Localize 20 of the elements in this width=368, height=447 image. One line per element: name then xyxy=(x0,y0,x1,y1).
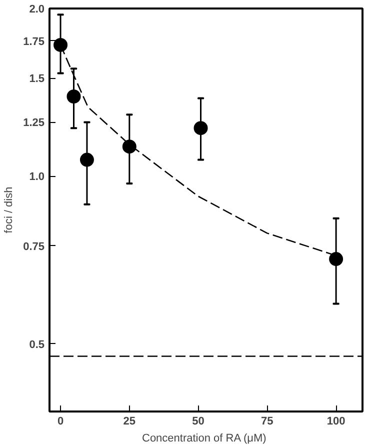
x-tick-label: 100 xyxy=(326,416,346,428)
x-tick-label: 0 xyxy=(57,416,64,428)
point xyxy=(80,152,94,167)
x-tick-label: 25 xyxy=(123,416,136,428)
y-tick-label: 0.5 xyxy=(29,338,45,351)
y-tick-label: 0.75 xyxy=(23,240,45,253)
y-tick-label: 1.25 xyxy=(23,117,45,130)
point xyxy=(122,140,136,154)
x-axis-title: Concentration of RA (μM) xyxy=(142,432,266,444)
point xyxy=(329,252,344,266)
y-tick-label: 1.0 xyxy=(29,171,45,184)
x-tick-label: 50 xyxy=(192,416,204,428)
y-tick-label: 2.0 xyxy=(29,4,45,16)
point xyxy=(54,38,68,52)
x-tick-label: 75 xyxy=(261,416,274,428)
point xyxy=(194,121,208,136)
point xyxy=(66,90,81,104)
y-tick-label: 1.5 xyxy=(29,73,45,86)
y-tick-label: 1.75 xyxy=(23,36,45,48)
y-axis-title: foci / dish xyxy=(3,186,16,234)
